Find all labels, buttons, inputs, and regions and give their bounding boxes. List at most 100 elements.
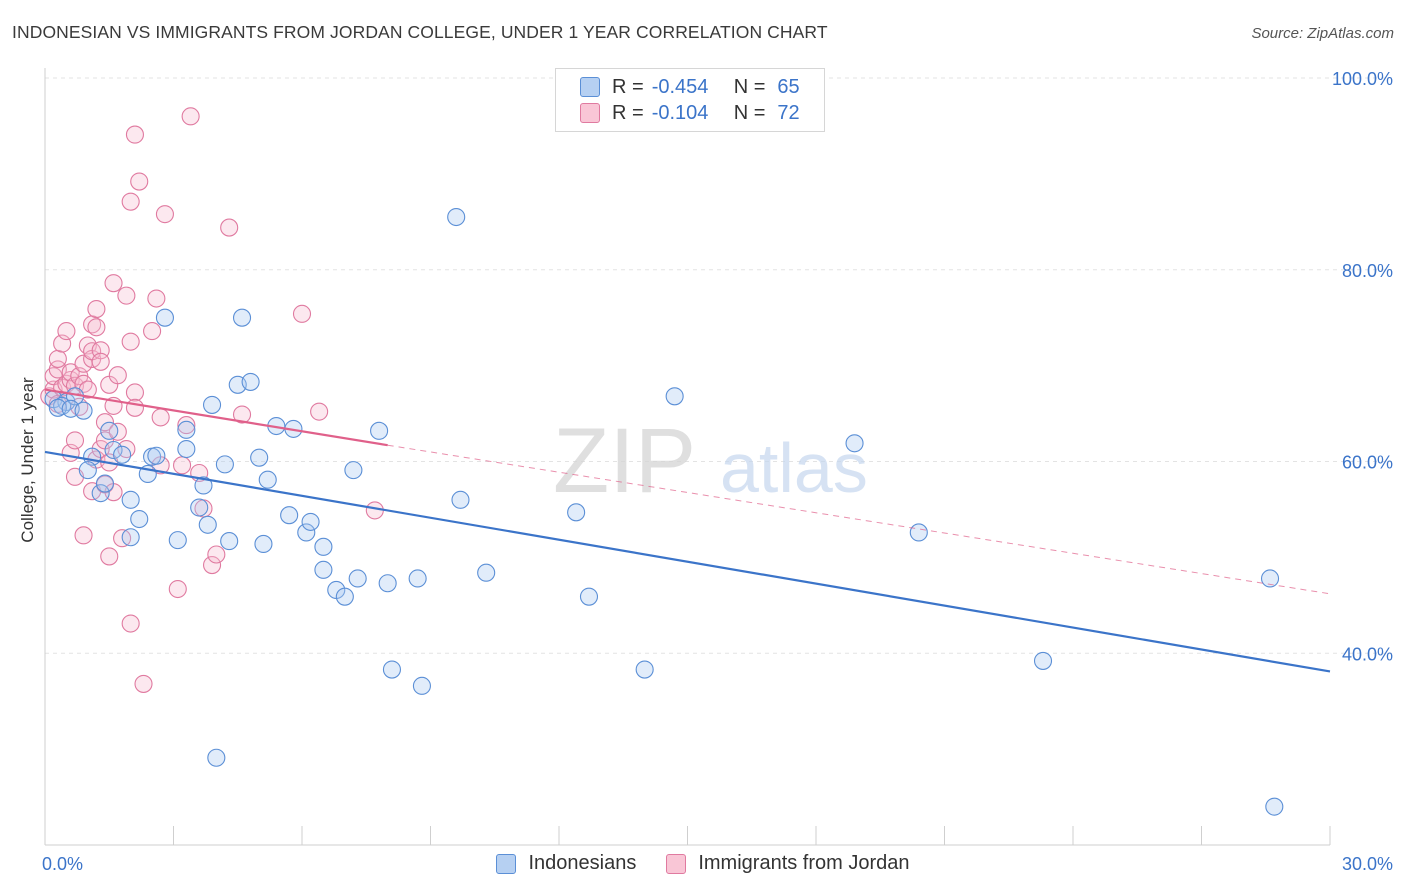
data-point-jordan bbox=[87, 318, 106, 337]
data-point-jordan bbox=[207, 545, 226, 564]
x-tick-label: 30.0% bbox=[1342, 854, 1393, 874]
data-point-jordan bbox=[151, 408, 170, 427]
data-point-indonesian bbox=[378, 574, 397, 593]
data-point-jordan bbox=[74, 526, 93, 545]
source-label: Source: ZipAtlas.com bbox=[1251, 25, 1394, 42]
legend-item-jordan[interactable]: Immigrants from Jordan bbox=[666, 852, 910, 875]
axes bbox=[44, 68, 1331, 846]
data-point-indonesian bbox=[215, 455, 234, 474]
tick-labels: 40.0% 60.0% 80.0% 100.0% 0.0% 30.0% bbox=[42, 69, 1393, 874]
legend-n-label: N = bbox=[733, 101, 766, 124]
data-point-indonesian bbox=[177, 439, 196, 459]
correlation-legend: R = -0.454 N = 65 R = -0.104 N = 72 bbox=[555, 68, 825, 132]
data-point-indonesian bbox=[635, 660, 654, 679]
data-point-indonesian bbox=[78, 461, 97, 480]
data-point-indonesian bbox=[130, 509, 149, 529]
data-point-jordan bbox=[65, 431, 85, 450]
legend-r-value: -0.454 bbox=[651, 75, 709, 98]
data-point-indonesian bbox=[1265, 797, 1284, 816]
data-point-jordan bbox=[108, 366, 127, 385]
data-point-jordan bbox=[121, 614, 140, 633]
legend-swatch-indonesians bbox=[496, 853, 517, 874]
data-point-jordan bbox=[125, 383, 144, 402]
data-point-indonesian bbox=[91, 484, 110, 503]
legend-swatch-pink bbox=[580, 103, 600, 123]
legend-swatch-blue bbox=[580, 77, 600, 97]
data-point-indonesian bbox=[203, 395, 222, 414]
data-point-indonesian bbox=[74, 401, 93, 420]
data-point-indonesian bbox=[155, 308, 174, 327]
data-point-jordan bbox=[147, 289, 166, 308]
legend-row-indonesians: R = -0.454 N = 65 bbox=[580, 74, 800, 100]
data-point-indonesian bbox=[477, 563, 496, 582]
legend-r-label: R = bbox=[612, 75, 644, 98]
data-point-indonesian bbox=[301, 512, 320, 531]
data-point-indonesian bbox=[314, 560, 333, 579]
data-point-indonesian bbox=[382, 660, 402, 679]
data-point-jordan bbox=[130, 172, 149, 191]
data-point-jordan bbox=[87, 300, 106, 319]
data-point-indonesian bbox=[344, 461, 363, 480]
data-point-indonesian bbox=[121, 528, 140, 547]
data-point-indonesian bbox=[95, 474, 115, 493]
legend-swatch-jordan bbox=[666, 853, 687, 874]
legend-item-indonesians[interactable]: Indonesians bbox=[496, 852, 636, 875]
y-tick-label: 100.0% bbox=[1332, 69, 1393, 89]
data-point-jordan bbox=[155, 205, 174, 224]
data-point-indonesian bbox=[121, 490, 140, 509]
data-point-indonesian bbox=[254, 534, 273, 554]
data-point-indonesian bbox=[190, 498, 209, 517]
data-point-jordan bbox=[61, 363, 80, 382]
data-point-jordan bbox=[104, 274, 123, 293]
data-point-jordan bbox=[220, 218, 239, 237]
data-point-indonesian bbox=[220, 532, 239, 551]
trend-lines bbox=[44, 388, 1331, 673]
data-point-indonesian bbox=[314, 537, 333, 556]
data-point-jordan bbox=[121, 332, 140, 351]
data-point-jordan bbox=[125, 125, 144, 144]
data-point-indonesian bbox=[297, 523, 316, 542]
data-point-indonesian bbox=[258, 470, 277, 489]
data-point-jordan bbox=[203, 555, 222, 575]
data-point-jordan bbox=[177, 416, 196, 435]
legend-n-value: 65 bbox=[777, 75, 800, 98]
data-point-indonesian bbox=[207, 748, 226, 767]
trend-line-jordan bbox=[44, 388, 388, 447]
data-point-indonesian bbox=[665, 387, 684, 406]
data-point-jordan bbox=[292, 304, 312, 323]
data-point-indonesian bbox=[451, 490, 470, 509]
data-point-jordan bbox=[173, 456, 192, 475]
data-point-jordan bbox=[91, 352, 110, 371]
y-axis-label: College, Under 1 year bbox=[18, 377, 37, 543]
data-point-jordan bbox=[232, 405, 252, 424]
data-point-jordan bbox=[310, 402, 329, 421]
data-point-indonesian bbox=[280, 506, 299, 525]
data-point-indonesian bbox=[104, 440, 123, 460]
data-point-indonesian bbox=[177, 420, 196, 439]
trend-line-jordan-extension bbox=[387, 444, 1331, 595]
trend-line-indonesians bbox=[44, 450, 1331, 673]
legend-label-jordan: Immigrants from Jordan bbox=[698, 852, 910, 874]
data-point-indonesian bbox=[113, 445, 132, 464]
data-point-indonesian bbox=[845, 434, 864, 453]
data-point-jordan bbox=[95, 413, 115, 432]
data-point-jordan bbox=[100, 547, 119, 566]
data-point-indonesian bbox=[147, 446, 166, 465]
data-point-indonesian bbox=[567, 503, 586, 522]
watermark-atlas: atlas bbox=[720, 429, 868, 507]
data-point-indonesian bbox=[348, 569, 367, 588]
data-point-indonesian bbox=[412, 676, 431, 695]
data-point-jordan bbox=[117, 286, 136, 305]
data-point-jordan bbox=[125, 398, 144, 417]
series-legend: Indonesians Immigrants from Jordan bbox=[0, 852, 1406, 875]
data-point-jordan bbox=[181, 107, 200, 126]
data-point-indonesian bbox=[1033, 651, 1053, 670]
data-point-indonesian bbox=[447, 207, 466, 227]
legend-row-jordan: R = -0.104 N = 72 bbox=[580, 100, 800, 126]
data-point-jordan bbox=[57, 322, 76, 341]
legend-r-value: -0.104 bbox=[651, 101, 709, 124]
data-point-indonesian bbox=[370, 421, 389, 440]
data-point-indonesian bbox=[198, 515, 217, 534]
legend-n-label: N = bbox=[733, 75, 766, 98]
data-point-indonesian bbox=[1260, 569, 1280, 588]
